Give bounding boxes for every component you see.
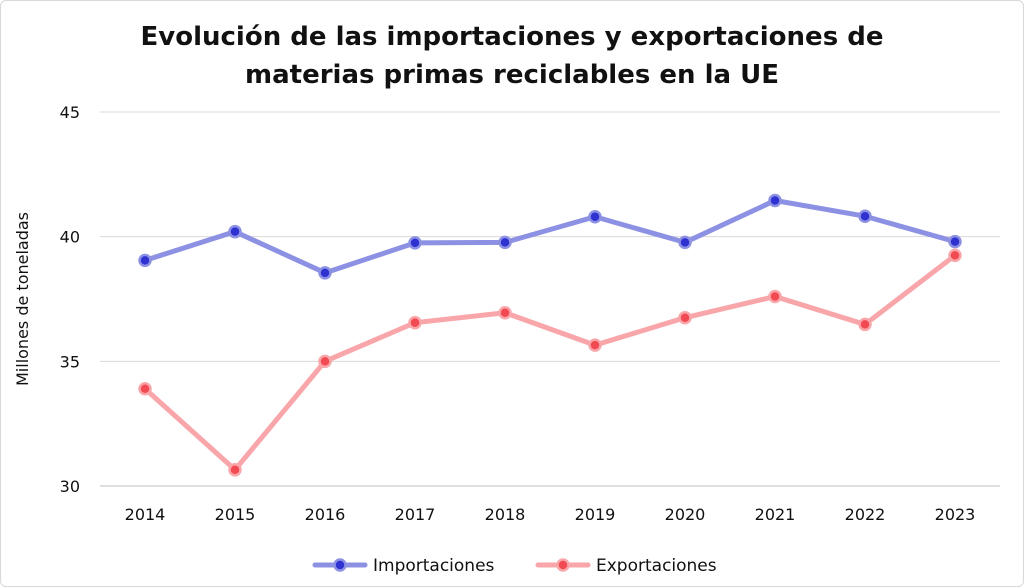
data-point [948, 234, 962, 249]
data-point [768, 193, 782, 208]
legend-marker [556, 558, 570, 572]
chart-title: Evolución de las importaciones y exporta… [0, 18, 1024, 94]
x-tick-label: 2014 [125, 505, 166, 524]
data-point [138, 253, 152, 268]
data-point [858, 317, 872, 332]
x-tick-label: 2015 [215, 505, 256, 524]
data-point [588, 338, 602, 352]
data-point [498, 235, 512, 250]
x-tick-label: 2023 [935, 505, 976, 524]
x-tick-label: 2018 [485, 505, 526, 524]
x-tick-label: 2016 [305, 505, 346, 524]
data-point [948, 248, 962, 263]
legend-label: Exportaciones [596, 556, 717, 576]
gridlines [100, 111, 1000, 487]
series-line-exportaciones [142, 252, 958, 473]
data-point [408, 236, 422, 250]
data-point [318, 266, 332, 280]
data-point [228, 463, 242, 477]
y-axis-ticks: 30 35 40 45 [60, 103, 80, 496]
x-tick-label: 2022 [845, 505, 886, 524]
y-tick-label: 30 [60, 477, 80, 496]
data-point [588, 209, 602, 224]
data-point [318, 354, 332, 369]
legend-label: Importaciones [373, 556, 495, 576]
x-axis-ticks: 2014 2015 2016 2017 2018 2019 2020 2021 2022 2023 [125, 505, 976, 524]
data-point [768, 289, 782, 304]
x-tick-label: 2020 [665, 505, 706, 524]
series-line-importaciones [142, 198, 958, 276]
data-point [228, 224, 242, 239]
x-tick-label: 2017 [395, 505, 436, 524]
y-axis-label: Millones de toneladas [13, 212, 32, 386]
y-tick-label: 35 [60, 352, 80, 371]
data-point [408, 315, 422, 330]
x-tick-label: 2019 [575, 505, 616, 524]
series-group [138, 193, 962, 477]
data-point [678, 235, 692, 250]
legend-marker [333, 558, 347, 572]
y-tick-label: 40 [60, 228, 80, 247]
chart-title-line-2: materias primas reciclables en la UE [245, 60, 779, 90]
chart-title-line-1: Evolución de las importaciones y exporta… [140, 22, 884, 52]
x-tick-label: 2021 [755, 505, 796, 524]
data-point [138, 382, 152, 396]
legend: Importaciones Exportaciones [312, 556, 717, 576]
y-tick-label: 45 [60, 103, 80, 122]
data-point [858, 209, 872, 223]
data-point [678, 310, 692, 325]
data-point [498, 305, 512, 320]
